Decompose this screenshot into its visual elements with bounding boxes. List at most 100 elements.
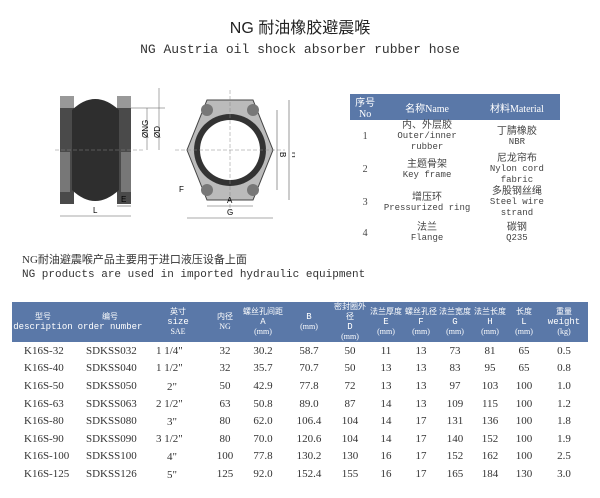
spec-cell: 5" xyxy=(156,468,177,481)
material-no: 1 xyxy=(362,131,368,142)
materials-table: 序号No 名称Name 材料Material 1 内、外层胶 Outer/inne… xyxy=(350,94,560,247)
spec-cell: 50.8 xyxy=(253,397,273,410)
name-en: Flange xyxy=(410,233,444,243)
spec-row: K16S-63 SDKSS063 2 1/2" 63 50.8 89.0 87 14 13 109… xyxy=(12,395,588,413)
spec-row: K16S-40 SDKSS040 1 1/2" 32 35.7 70.7 50 13 13 83 9… xyxy=(12,360,588,378)
header-en: D xyxy=(347,322,353,332)
spec-cell: 80 xyxy=(219,432,231,445)
header-en: E xyxy=(383,317,389,327)
name-cn: 内、外层胶 xyxy=(402,120,453,131)
spec-cell: 3 1/2" xyxy=(156,432,183,445)
spec-cell: 32 xyxy=(219,344,231,357)
spec-cell: 17 xyxy=(415,450,427,463)
spec-cell: 1 1/4" xyxy=(156,344,183,357)
spec-cell: 100 xyxy=(515,415,533,428)
dim-ng-label: ØNG xyxy=(141,120,150,138)
spec-cell: 62.0 xyxy=(253,415,273,428)
spec-col-header: 编号 order number xyxy=(74,302,146,342)
spec-cell: SDKSS126 xyxy=(86,467,137,480)
spec-cell: 70.0 xyxy=(253,432,273,445)
spec-cell: 58.7 xyxy=(299,344,319,357)
header-cn: 法兰长度 xyxy=(474,307,506,316)
dim-l-label: L xyxy=(93,206,98,215)
spec-cell: 2.5 xyxy=(557,450,571,463)
header-en: size xyxy=(167,317,189,327)
page-subtitle: NG Austria oil shock absorber rubber hos… xyxy=(140,42,460,57)
header-cn: 英寸 xyxy=(170,307,186,316)
spec-cell: 130 xyxy=(515,467,533,480)
note-chinese: NG耐油避震喉产品主要用于进口液压设备上面 xyxy=(22,254,247,266)
dim-g-label: G xyxy=(227,208,233,217)
spec-cell: SDKSS063 xyxy=(86,397,137,410)
spec-cell: K16S-63 xyxy=(24,397,64,410)
spec-cell: 140 xyxy=(446,432,464,445)
spec-cell: 155 xyxy=(341,467,359,480)
name-cn: 法兰 xyxy=(417,222,438,233)
col-header: 名称Name xyxy=(380,94,474,120)
spec-cell: 125 xyxy=(216,467,234,480)
header-cn: 内径 xyxy=(217,312,233,321)
spec-cell: 115 xyxy=(481,397,499,410)
spec-cell: 130.2 xyxy=(296,450,322,463)
spec-cell: 0.5 xyxy=(557,344,571,357)
spec-col-header: 螺丝孔径 F (mm) xyxy=(404,302,438,342)
spec-col-header: 法兰厚度 E (mm) xyxy=(368,302,404,342)
spec-cell: 13 xyxy=(415,397,427,410)
spec-cell: 17 xyxy=(415,432,427,445)
header-en: L xyxy=(521,317,527,327)
spec-cell: 83 xyxy=(449,362,461,375)
spec-row: K16S-125 SDKSS126 5" 125 92.0 152.4 155 16 17 16… xyxy=(12,465,588,483)
dim-b-label: B xyxy=(278,152,287,157)
header-unit: (mm) xyxy=(446,327,464,336)
material-no: 2 xyxy=(362,164,368,175)
spec-cell: 1.2 xyxy=(557,397,571,410)
spec-cell: SDKSS032 xyxy=(86,344,137,357)
material-no: 4 xyxy=(362,227,368,239)
spec-cell: 13 xyxy=(380,362,392,375)
spec-cell: 17 xyxy=(415,467,427,480)
header-cn: 螺丝孔径 xyxy=(405,307,437,316)
spec-cell: 184 xyxy=(481,467,499,480)
spec-col-header: B (mm) xyxy=(286,302,332,342)
header-en: B xyxy=(306,312,312,322)
spec-cell: 87 xyxy=(344,397,356,410)
spec-cell: 109 xyxy=(446,397,464,410)
material-cn: 尼龙帘布 xyxy=(496,153,537,164)
header-cn: 型号 xyxy=(35,312,51,321)
spec-cell: 77.8 xyxy=(299,379,319,392)
dim-e-label: E xyxy=(121,195,126,204)
material-no: 3 xyxy=(362,197,368,208)
dim-f-label: F xyxy=(179,185,184,194)
spec-cell: K16S-80 xyxy=(24,415,64,428)
spec-cell: 2 1/2" xyxy=(156,397,183,410)
spec-cell: 1 1/2" xyxy=(156,362,183,375)
spec-cell: 106.4 xyxy=(296,415,322,428)
spec-cell: 1.9 xyxy=(557,432,571,445)
header-unit: (mm) xyxy=(300,322,318,331)
spec-cell: 130 xyxy=(341,450,359,463)
name-en: Pressurized ring xyxy=(383,202,471,213)
spec-cell: 30.2 xyxy=(253,344,273,357)
spec-col-header: 长度 L (mm) xyxy=(508,302,540,342)
spec-col-header: 法兰长度 H (mm) xyxy=(472,302,508,342)
flange-view-drawing: A G F B H xyxy=(175,90,295,219)
spec-col-header: 法兰宽度 G (mm) xyxy=(438,302,472,342)
header-unit: (mm) xyxy=(377,327,395,336)
header-unit: (kg) xyxy=(557,327,571,336)
header-en: H xyxy=(487,317,493,327)
spec-cell: 95 xyxy=(484,362,496,375)
header-unit: (mm) xyxy=(412,327,430,336)
header-en: A xyxy=(260,317,266,327)
name-cn: 增压环 xyxy=(412,191,443,203)
page-title: NG 耐油橡胶避震喉 xyxy=(229,20,371,37)
spec-row: K16S-100 SDKSS100 4" 100 77.8 130.2 130 16 17 15… xyxy=(12,448,588,466)
spec-table: 型号 description 编号 order number 英寸 size SAE 内径 NG… xyxy=(12,302,588,483)
spec-cell: 100 xyxy=(515,432,533,445)
col-header: 序号No xyxy=(350,94,381,120)
material-material: 碳钢 Q235 xyxy=(474,219,560,247)
header-cn: 编号 xyxy=(102,312,118,321)
spec-cell: 0.8 xyxy=(557,362,571,375)
material-material: 尼龙帘布 Nylon cord fabric xyxy=(474,153,560,186)
spec-cell: 65 xyxy=(518,344,530,357)
spec-row: K16S-80 SDKSS080 3" 80 62.0 106.4 104 14 17 131 1… xyxy=(12,412,588,430)
